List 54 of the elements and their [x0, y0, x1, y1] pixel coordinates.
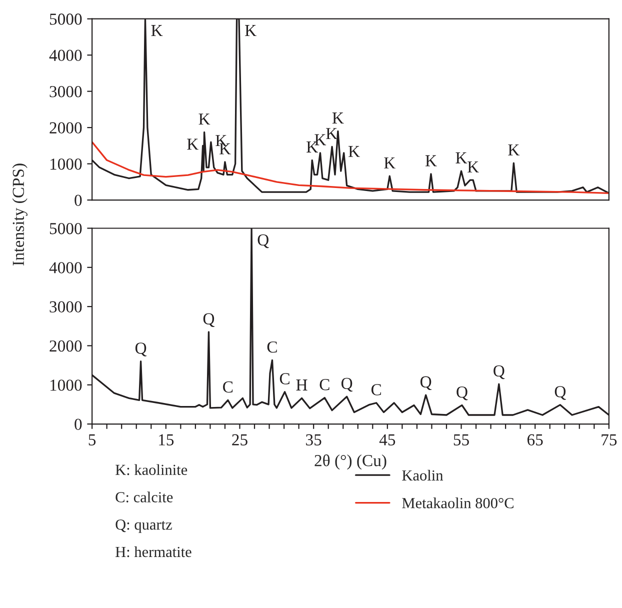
x-tick-label: 35 — [306, 434, 322, 446]
text: H: hermatite — [116, 546, 192, 558]
x-tick-label: 55 — [454, 434, 469, 446]
annotation: Q — [341, 378, 353, 392]
y-tick-label: 2000 — [50, 340, 82, 352]
y-tick-label: 4000 — [49, 262, 82, 274]
annotation: K — [384, 157, 396, 168]
y-tick-label: 4000 — [49, 50, 82, 62]
y-tick-label: 3000 — [50, 86, 82, 98]
x-tick-label: 15 — [159, 434, 174, 446]
x-tick-label: 5 — [88, 434, 96, 446]
y-tick-label: 5000 — [50, 222, 82, 234]
annotation: K — [326, 128, 338, 140]
y-tick-label: 2000 — [50, 122, 82, 134]
annotation: K — [508, 144, 520, 156]
annotation: Q — [456, 386, 468, 400]
annotation: Q — [203, 313, 214, 327]
annotation: Q — [258, 234, 269, 248]
annotation: K — [151, 25, 163, 36]
x-axis-title: 2θ (°) (Cu) — [314, 454, 386, 470]
legend-label: Kaolin — [402, 470, 444, 481]
y-tick-label: 3000 — [50, 301, 82, 312]
y-tick-label: 1000 — [50, 158, 82, 170]
annotation: K — [245, 25, 256, 36]
y-tick-label: 0 — [74, 418, 82, 430]
y-tick-label: 1000 — [50, 380, 82, 391]
annotation: C — [320, 379, 330, 390]
x-tick-label: 25 — [232, 434, 248, 446]
annotation: Q — [494, 365, 505, 380]
y-tick-label: 5000 — [50, 14, 82, 25]
x-tick-label: 45 — [379, 434, 396, 446]
annotation: Q — [554, 386, 566, 400]
annotation: K — [187, 138, 198, 150]
x-tick-label: 65 — [527, 434, 543, 446]
annotation: K — [468, 161, 479, 172]
annotation: C — [267, 341, 277, 353]
annotation: K — [425, 155, 437, 166]
annotation: K — [332, 112, 344, 124]
y-axis-title: Intensity (CPS) — [12, 164, 28, 266]
text: C: calcite — [116, 492, 173, 502]
annotation: H — [296, 380, 308, 390]
annotation: K — [456, 152, 468, 164]
annotation: Q — [420, 376, 432, 390]
legend-label: Metakaolin 800°C — [402, 498, 514, 508]
x-tick-label: 75 — [602, 434, 617, 446]
annotation: C — [280, 373, 290, 384]
annotation: C — [371, 384, 381, 396]
text: K: kaolinite — [116, 464, 188, 476]
text: Q: quartz — [116, 519, 172, 533]
annotation: C — [223, 381, 233, 393]
annotation: K — [348, 146, 360, 157]
annotation: K — [198, 114, 210, 125]
annotation: Q — [135, 342, 147, 356]
y-tick-label: 0 — [74, 194, 82, 206]
